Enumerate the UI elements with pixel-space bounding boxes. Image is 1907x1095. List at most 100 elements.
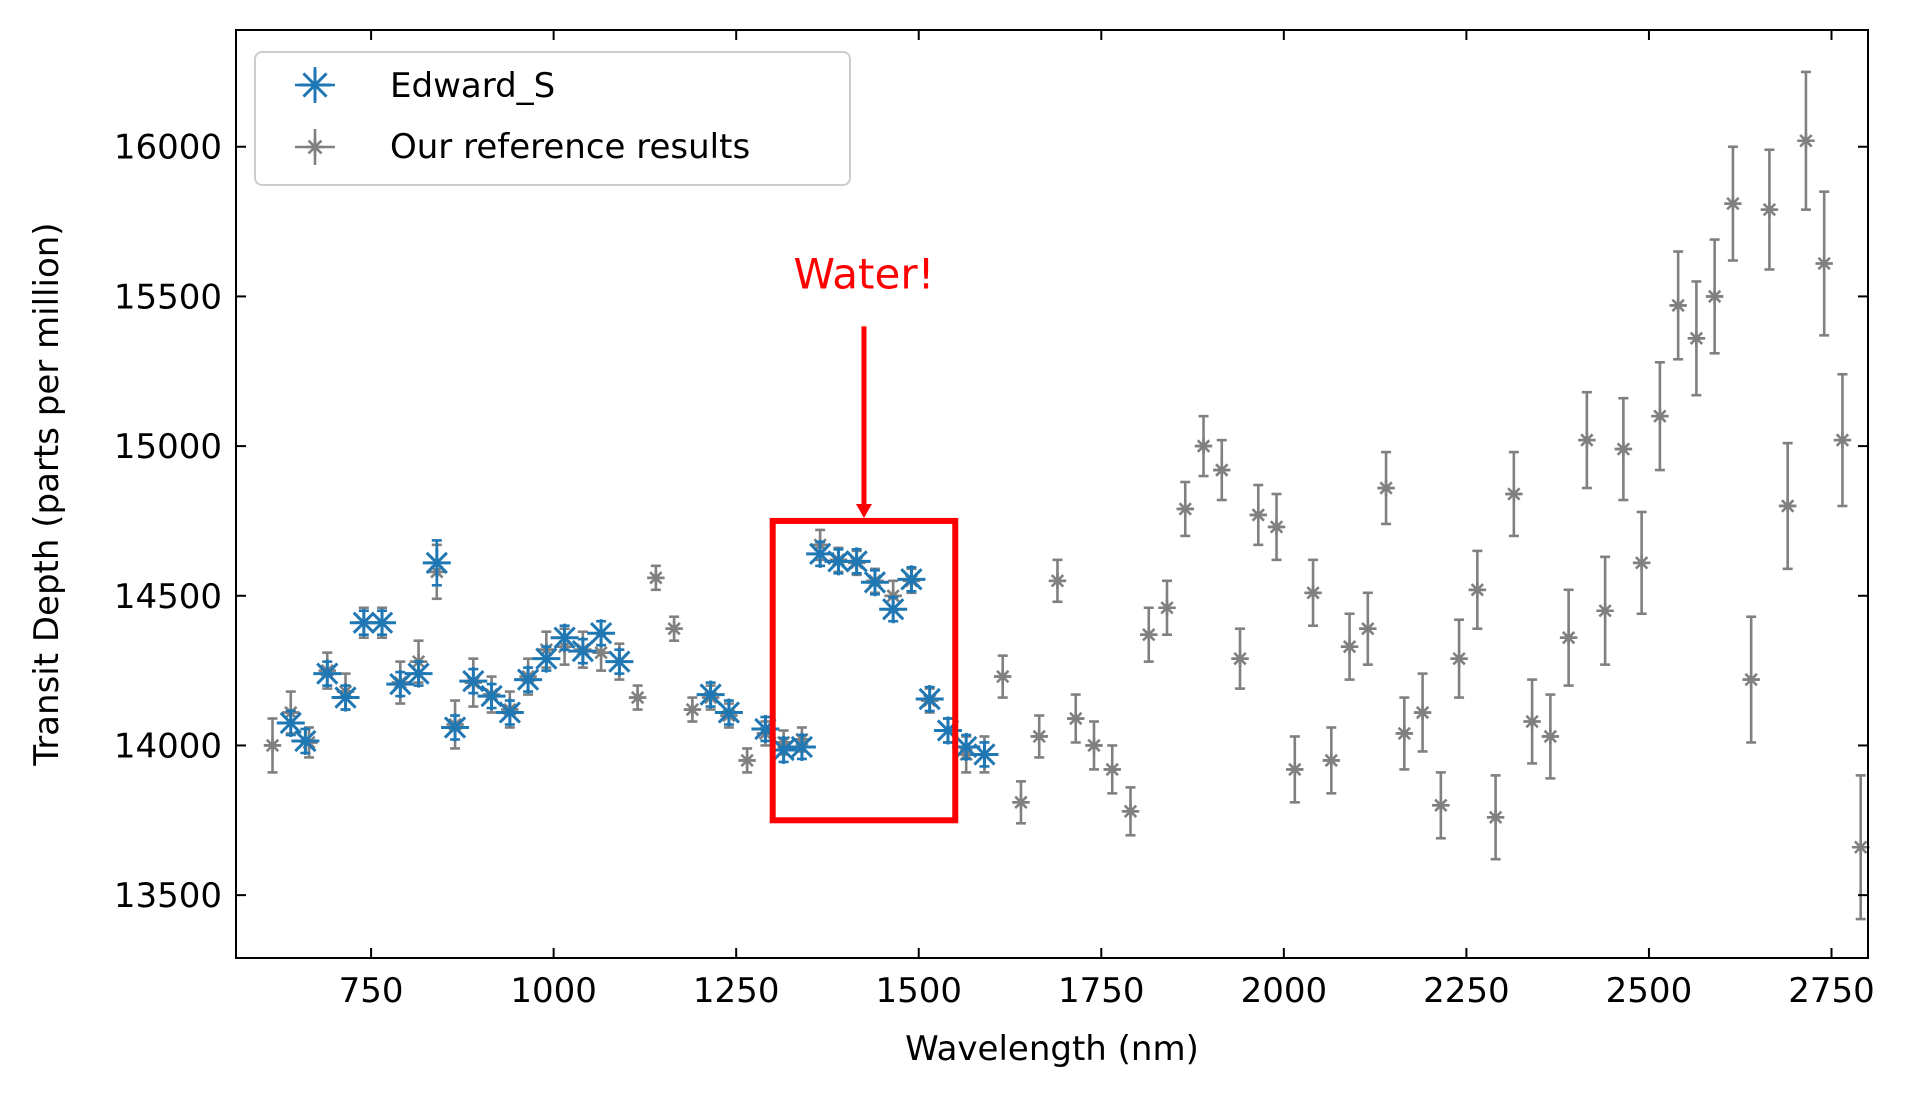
legend-asterisk-reference [306,138,324,156]
data-point-edward-s [459,667,488,696]
data-point-reference [1451,650,1468,667]
y-tick-label: 13500 [114,876,222,916]
data-point-edward-s [970,740,999,769]
highlight-rectangle [769,517,959,824]
data-point-edward-s [441,713,470,742]
data-point-edward-s [331,683,360,712]
data-point-edward-s [842,547,871,576]
annotation-arrow-head [855,503,872,518]
x-tick-label: 2750 [1788,971,1875,1011]
data-point-reference [1432,797,1449,814]
data-point-reference [1779,497,1796,514]
data-point-reference [1085,737,1102,754]
data-point-reference [1414,704,1431,721]
x-tick-label: 1000 [510,971,597,1011]
data-point-reference [1305,584,1322,601]
data-point-reference [994,668,1011,685]
data-point-reference [1469,581,1486,598]
data-point-reference [1524,713,1541,730]
data-point-edward-s [313,659,342,688]
plot-frame [235,29,1869,959]
data-point-reference [1578,432,1595,449]
data-point-reference [739,752,756,769]
data-point-reference [647,569,664,586]
data-point-edward-s [879,595,908,624]
data-point-reference [1743,671,1760,688]
data-point-edward-s [568,637,597,666]
data-point-reference [1177,500,1194,517]
data-point-reference [629,689,646,706]
data-point-edward-s [897,565,926,594]
data-point-reference [1542,728,1559,745]
data-point-reference [1067,710,1084,727]
data-point-reference [1286,761,1303,778]
x-tick-label: 2250 [1423,971,1510,1011]
x-axis-label: Wavelength (nm) [905,1029,1199,1069]
legend-label-edward-s: Edward_S [390,66,555,106]
data-point-edward-s [605,647,634,676]
data-point-reference [1706,288,1723,305]
data-point-edward-s [696,680,725,709]
data-point-edward-s [860,568,889,597]
x-tick-label: 1500 [875,971,962,1011]
legend-label-our-reference-results: Our reference results [390,127,750,167]
data-point-reference [1396,725,1413,742]
series-edward-s [276,539,999,769]
data-point-reference [1597,602,1614,619]
data-point-edward-s [368,608,397,637]
data-point-edward-s [477,682,506,711]
data-point-reference [1670,297,1687,314]
legend: Edward_S Our reference results [254,51,851,186]
legend-box [254,51,851,186]
data-point-reference [1505,486,1522,502]
data-point-edward-s [787,732,816,761]
data-point-reference [1487,809,1504,826]
data-point-edward-s [404,659,433,688]
y-tick-label: 14500 [114,577,222,617]
data-point-reference [1104,761,1121,778]
x-tick-label: 1750 [1058,971,1145,1011]
data-point-reference [1359,620,1376,637]
data-point-reference [264,737,281,754]
y-tick-label: 14000 [114,726,222,766]
data-point-edward-s [714,698,743,727]
data-point-edward-s [276,709,305,738]
data-point-reference [1341,638,1358,655]
x-tick-label: 2500 [1606,971,1693,1011]
data-point-edward-s [422,548,451,577]
x-tick-label: 1250 [693,971,780,1011]
data-point-reference [684,701,701,718]
data-point-reference [1834,432,1851,449]
data-point-reference [1122,803,1139,820]
data-point-reference [666,620,683,637]
data-point-reference [1031,728,1048,745]
data-point-reference [1140,626,1157,643]
data-point-reference [1195,438,1212,455]
data-point-reference [1378,480,1395,497]
data-point-edward-s [514,665,543,694]
legend-asterisk-edward-s [299,69,331,101]
data-point-reference [1049,572,1066,589]
x-tick-label: 750 [339,971,404,1011]
data-point-reference [1323,752,1340,769]
x-tick-label: 2000 [1241,971,1328,1011]
x-axis: 750 1000 1250 1500 1750 2000 2250 2500 2750 [339,30,1875,1011]
data-point-reference [1012,794,1029,811]
data-point-reference [1268,518,1285,535]
legend-marker-edward-s [295,67,335,103]
data-point-reference [1213,462,1230,479]
data-point-reference [1816,255,1833,272]
y-tick-label: 15000 [114,427,222,467]
data-point-edward-s [291,726,320,755]
data-point-reference [1651,408,1668,425]
data-point-edward-s [495,698,524,727]
annotation-text: Water! [793,249,934,298]
y-tick-label: 16000 [114,128,222,168]
legend-marker-our-reference-results [295,129,335,165]
data-point-reference [1633,554,1650,571]
data-point-reference [1615,441,1632,458]
data-point-reference [1159,599,1176,616]
data-point-reference [1761,201,1778,218]
data-point-reference [1852,839,1869,856]
